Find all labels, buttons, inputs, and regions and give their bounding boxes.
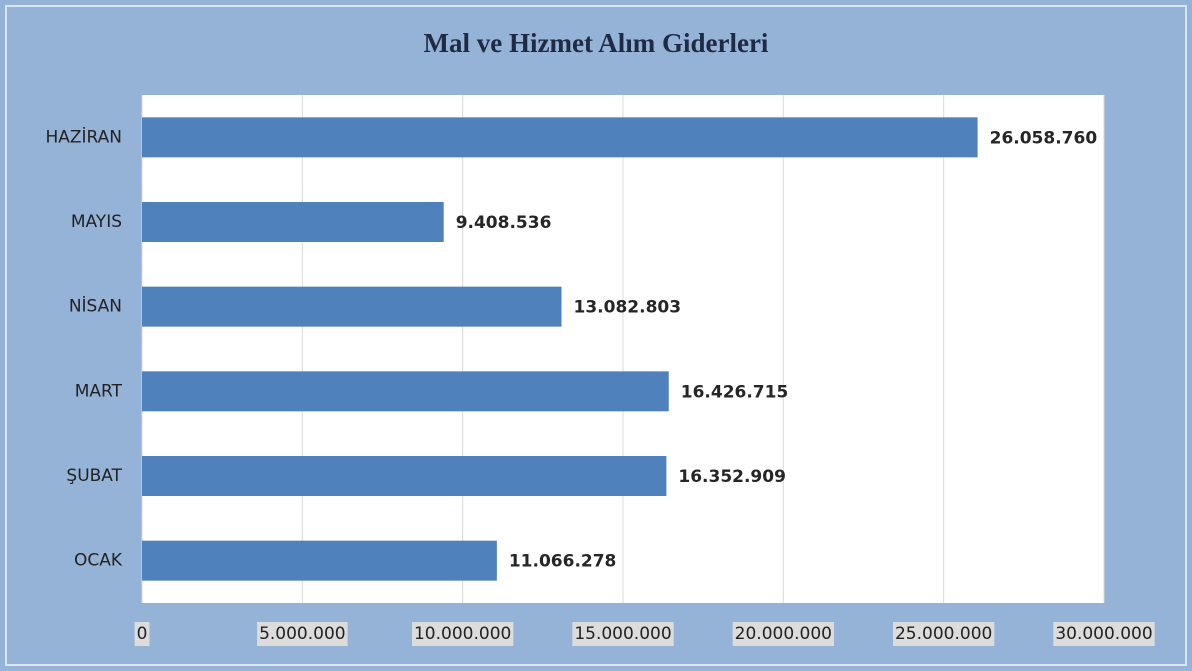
x-tick-label: 20.000.000: [735, 624, 832, 644]
tick-label-bg: [572, 622, 674, 646]
bar: [142, 117, 978, 158]
y-tick-label: OCAK: [74, 551, 123, 571]
bar: [142, 202, 444, 242]
x-tick-label: 10.000.000: [414, 624, 511, 644]
bar: [142, 540, 497, 581]
x-tick-label: 30.000.000: [1055, 624, 1152, 644]
tick-label-bg: [732, 622, 835, 646]
y-tick-label: NİSAN: [69, 296, 122, 317]
y-tick-label: MAYIS: [71, 212, 122, 232]
bar: [142, 456, 667, 496]
tick-label-bg: [134, 622, 150, 646]
data-label: 16.426.715: [681, 382, 789, 402]
data-label: 9.408.536: [456, 213, 552, 233]
tick-label-bg: [1053, 622, 1155, 646]
x-tick-label: 15.000.000: [574, 624, 671, 644]
data-label: 13.082.803: [574, 298, 682, 318]
tick-label-bg: [411, 622, 514, 646]
y-tick-label: MART: [75, 381, 123, 401]
bar: [142, 371, 669, 412]
frame: [5, 5, 1187, 666]
data-label: 26.058.760: [990, 128, 1098, 148]
chart-title: Mal ve Hizmet Alım Giderleri: [424, 28, 769, 58]
data-label: 11.066.278: [509, 552, 617, 572]
x-tick-label: 0: [137, 624, 148, 644]
data-label: 16.352.909: [678, 467, 786, 487]
x-tick-label: 5.000.000: [259, 624, 346, 644]
tick-label-bg: [892, 622, 995, 646]
x-tick-label: 25.000.000: [895, 624, 992, 644]
bar: [142, 286, 562, 327]
y-tick-label: ŞUBAT: [66, 466, 122, 486]
y-tick-label: HAZİRAN: [45, 126, 122, 147]
tick-label-bg: [257, 622, 348, 646]
